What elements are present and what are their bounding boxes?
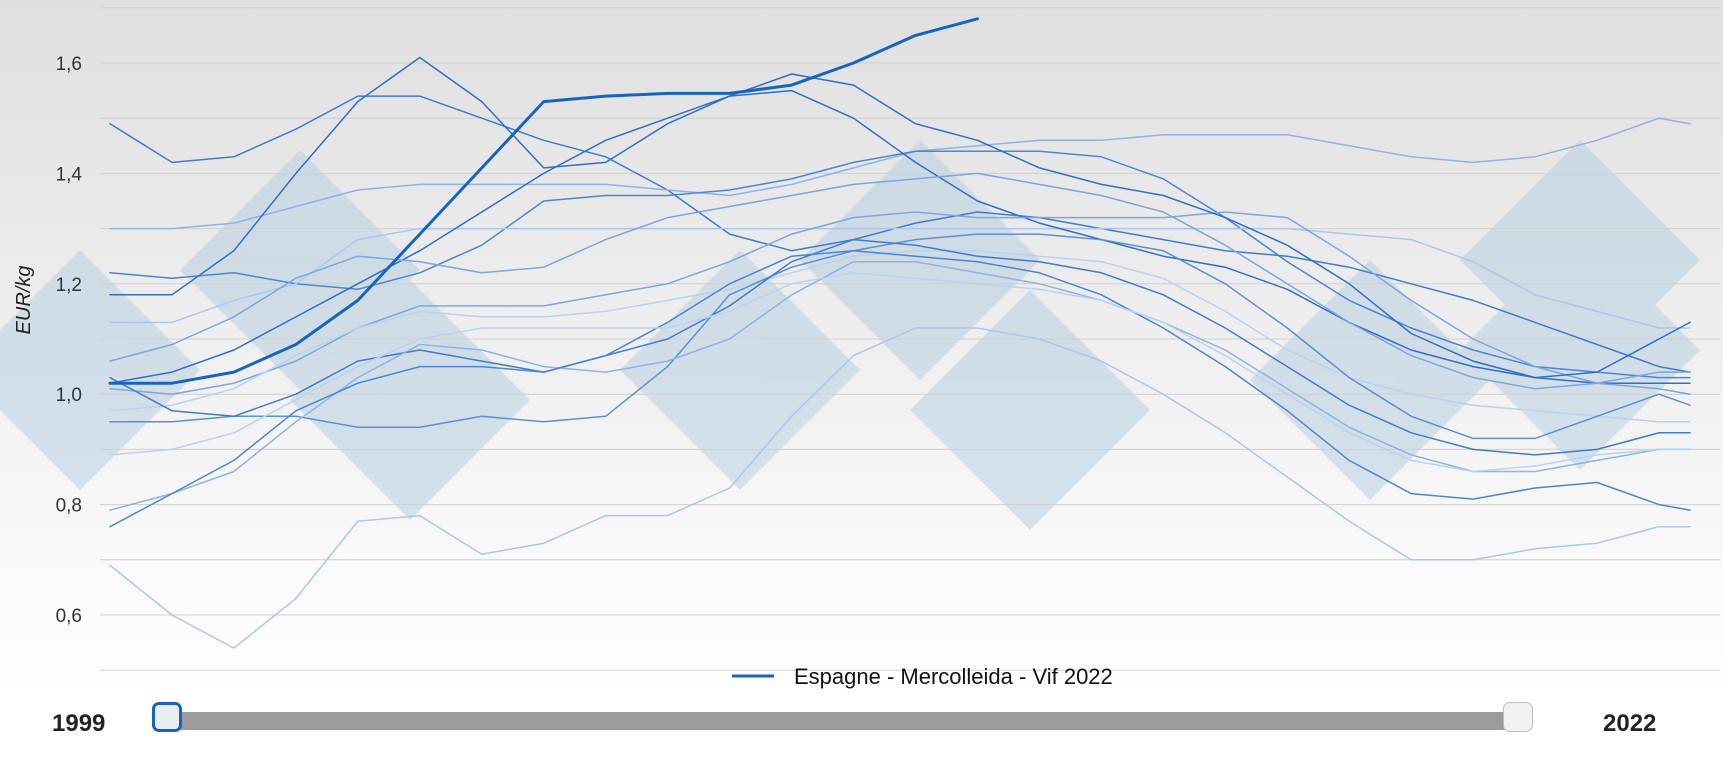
y-tick-label: 1,2 — [56, 275, 82, 296]
series-line[interactable] — [109, 227, 1691, 329]
legend[interactable]: Espagne - Mercolleida - Vif 2022 — [732, 664, 1113, 689]
series-line-highlight[interactable] — [108, 17, 979, 385]
series-line[interactable] — [109, 327, 1691, 649]
y-tick-label: 1,6 — [56, 54, 82, 75]
watermark-diamond — [800, 140, 1040, 380]
slider-end-year: 2022 — [1603, 710, 1657, 737]
y-tick-label: 0,6 — [56, 606, 82, 627]
series-line[interactable] — [109, 272, 1691, 473]
series-line[interactable] — [109, 95, 1691, 373]
watermark-diamond — [180, 150, 420, 390]
series-line[interactable] — [109, 150, 1691, 379]
series-line[interactable] — [109, 233, 1691, 440]
watermark-diamond — [0, 250, 200, 490]
series-line[interactable] — [109, 260, 1691, 511]
y-axis-title: EUR/kg — [13, 266, 35, 335]
y-tick-label: 1,4 — [56, 164, 83, 185]
watermark-diamond — [1250, 260, 1490, 500]
series-lines — [108, 17, 1691, 649]
y-tick-label: 1,0 — [56, 385, 82, 406]
series-line[interactable] — [109, 211, 1691, 395]
series-line[interactable] — [109, 249, 1691, 528]
watermark-diamond — [1460, 140, 1700, 380]
year-range-slider[interactable]: 1999 2022 — [0, 690, 1723, 750]
watermark-logo — [0, 140, 1700, 530]
slider-start-year: 1999 — [52, 710, 106, 737]
watermark-diamond — [910, 290, 1150, 530]
series-line[interactable] — [109, 56, 1691, 379]
series-line[interactable] — [109, 89, 1691, 384]
y-axis-ticks: 0,6 0,8 1,0 1,2 1,4 1,6 — [56, 54, 83, 627]
slider-track[interactable] — [168, 712, 1516, 730]
legend-label: Espagne - Mercolleida - Vif 2022 — [794, 664, 1113, 689]
slider-start-handle[interactable] — [152, 702, 182, 732]
slider-end-handle[interactable] — [1503, 702, 1533, 732]
y-tick-label: 0,8 — [56, 496, 82, 517]
watermark-diamond — [620, 250, 860, 490]
series-line[interactable] — [109, 249, 1691, 423]
series-line[interactable] — [109, 172, 1691, 390]
line-chart: 0,6 0,8 1,0 1,2 1,4 1,6 EUR/kg Espagne - Merc… — [0, 0, 1723, 690]
